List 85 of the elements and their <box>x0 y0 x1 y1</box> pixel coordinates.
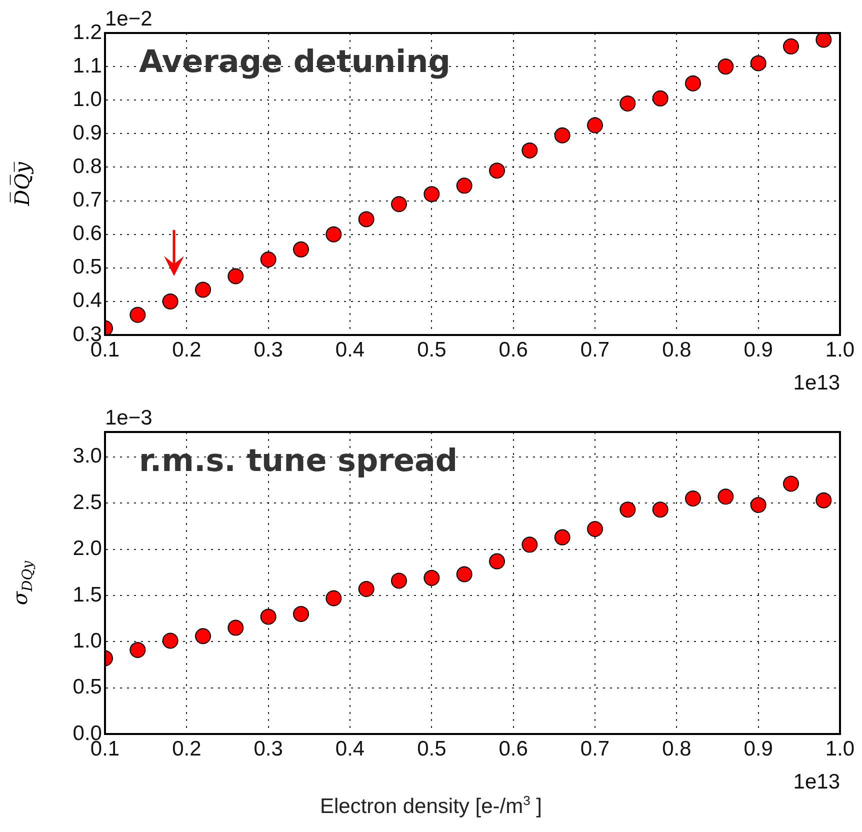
point <box>522 142 538 158</box>
point <box>489 553 505 570</box>
y-tick-label: 0.7 <box>72 188 102 212</box>
y-tick-label: 1.1 <box>72 54 102 78</box>
y-tick-label: 1.2 <box>72 20 102 44</box>
point <box>750 496 766 513</box>
y-axis-title: D̅Q̅y̅ <box>10 162 34 206</box>
x-axis-title: Electron density [e-/m$^{3}$ ] <box>319 793 543 819</box>
point <box>195 282 211 298</box>
point <box>750 55 766 72</box>
point <box>620 95 636 112</box>
point <box>587 117 603 134</box>
point <box>162 632 178 649</box>
point <box>130 642 146 658</box>
y-tick-label: 0.9 <box>72 121 102 144</box>
point <box>620 502 636 518</box>
y-tick-label: 0.6 <box>72 222 102 246</box>
y-tick-label: 1.5 <box>72 583 102 606</box>
x-tick-label: 0.4 <box>335 338 365 362</box>
point <box>783 38 799 54</box>
text: 1e−3 <box>105 406 152 430</box>
point <box>293 606 309 622</box>
point <box>424 570 440 586</box>
point <box>685 490 701 506</box>
x-tick-label: 0.8 <box>662 737 692 760</box>
y-tick-label: 0.8 <box>72 155 102 178</box>
point <box>522 536 538 553</box>
text: 1e−2 <box>105 7 152 30</box>
point <box>489 162 505 179</box>
x-tick-label: 0.9 <box>744 737 773 760</box>
y-tick-label: 2.0 <box>72 537 102 560</box>
point <box>326 590 342 606</box>
y-tick-label: 0.5 <box>72 676 102 699</box>
point <box>783 476 799 492</box>
point <box>424 186 440 202</box>
x-tick-label: 0.7 <box>580 737 610 760</box>
y-tick-label: 1.0 <box>72 629 102 652</box>
x-tick-label: 0.5 <box>417 338 446 362</box>
point <box>228 620 244 636</box>
x-tick-label: 1.0 <box>825 737 855 760</box>
x-tick-label: 0.3 <box>254 338 283 362</box>
point <box>718 58 734 75</box>
point <box>358 211 374 228</box>
x-tick-label: 0.4 <box>335 737 365 760</box>
point <box>326 226 342 242</box>
point <box>130 306 146 323</box>
y-tick-label: 0.4 <box>72 289 102 312</box>
text: 1e13 <box>793 770 840 794</box>
point <box>816 33 832 48</box>
point <box>456 178 472 194</box>
x-tick-label: 0.5 <box>417 737 446 760</box>
y-tick-label: 2.5 <box>72 490 102 514</box>
point <box>358 581 374 598</box>
y-tick-label: 0.5 <box>72 256 102 279</box>
x-tick-label: 0.6 <box>498 737 528 760</box>
point <box>391 572 407 589</box>
point <box>554 127 570 144</box>
x-tick-label: 0.2 <box>172 338 202 362</box>
point <box>162 293 178 310</box>
x-tick-label: 1.0 <box>825 338 855 362</box>
x-tick-label: 0.3 <box>254 737 283 760</box>
point <box>652 502 668 518</box>
x-tick-label: 0.9 <box>744 338 773 362</box>
point <box>228 268 244 284</box>
x-tick-label: 0.8 <box>662 338 692 362</box>
point <box>293 241 309 258</box>
x-tick-label: 0.6 <box>498 338 528 362</box>
text: 1e13 <box>793 371 840 394</box>
point <box>816 492 832 508</box>
x-tick-label: 0.2 <box>172 737 202 760</box>
point <box>652 90 668 106</box>
point <box>718 488 734 505</box>
x-tick-label: 0.7 <box>580 338 610 362</box>
point <box>260 252 276 268</box>
point <box>260 608 276 625</box>
point <box>685 75 701 92</box>
y-tick-label: 1.0 <box>72 88 102 111</box>
annotation: r.m.s. tune spread <box>139 443 458 480</box>
annotation: Average detuning <box>139 44 450 80</box>
point <box>554 529 570 546</box>
point <box>587 520 603 537</box>
y-tick-label: 3.0 <box>72 444 102 468</box>
point <box>391 196 407 212</box>
point <box>456 566 472 582</box>
point <box>195 628 211 644</box>
